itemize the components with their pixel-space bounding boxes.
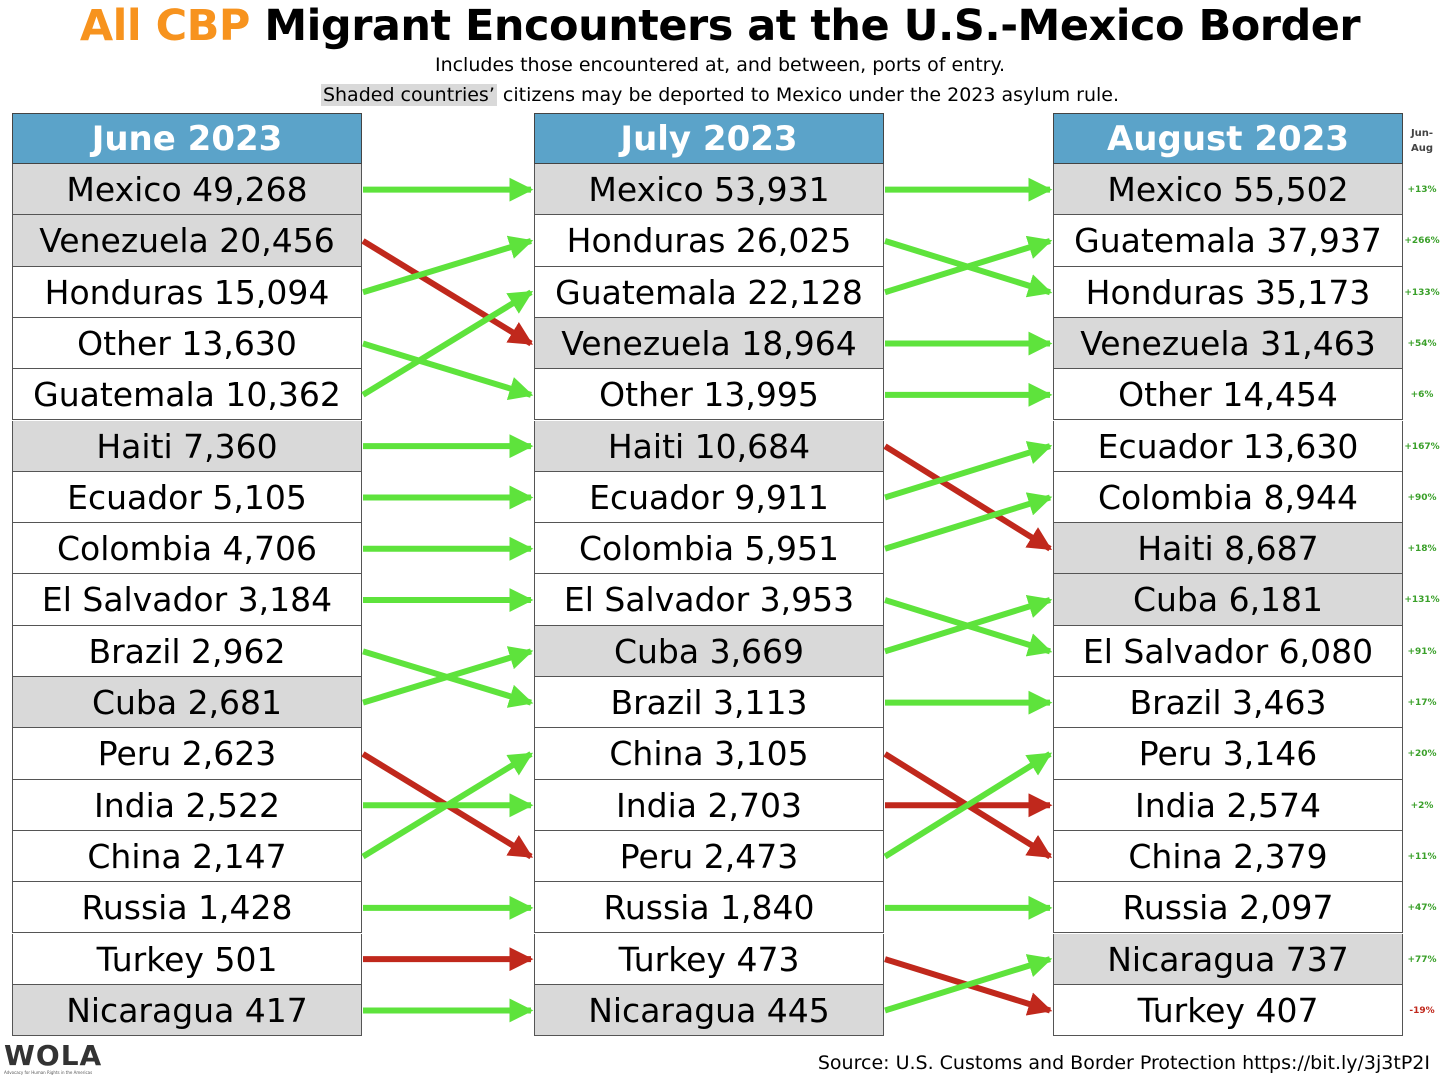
change-header-line2: Aug [1410,143,1434,154]
country-cell: Peru 2,473 [534,830,884,883]
country-cell: India 2,703 [534,779,884,831]
country-cell: Other 13,630 [12,317,362,370]
country-cell: Honduras 15,094 [12,266,362,318]
country-cell: Colombia 5,951 [534,523,884,575]
change-label: +77% [1407,954,1437,965]
change-label: +6% [1410,390,1434,401]
increase-arrow-ecuador [884,441,1053,501]
country-cell: Venezuela 20,456 [12,215,362,267]
country-cell: Venezuela 18,964 [534,317,884,370]
country-cell: Nicaragua 417 [12,984,362,1037]
chart-subtitle: Includes those encountered at, and betwe… [434,54,1006,76]
change-label: +20% [1407,749,1437,760]
country-cell: Ecuador 13,630 [1053,420,1403,472]
decrease-arrow-venezuela [361,238,534,347]
shading-note-highlight: Shaded countries’ [320,84,497,106]
country-cell: China 2,379 [1053,830,1403,883]
shading-note-rest: citizens may be deported to Mexico under… [496,84,1120,106]
country-cell: Haiti 7,360 [12,420,362,472]
column-header: July 2023 [534,113,884,164]
change-header-line1: Jun- [1410,128,1434,139]
country-cell: India 2,522 [12,779,362,831]
country-cell: Guatemala 10,362 [12,369,362,421]
country-cell: Other 14,454 [1053,369,1403,421]
increase-arrow-cuba [884,595,1053,655]
country-cell: Brazil 3,463 [1053,677,1403,729]
country-cell: Other 13,995 [534,369,884,421]
country-cell: El Salvador 6,080 [1053,625,1403,677]
change-label: +47% [1407,903,1437,914]
change-label: +266% [1404,236,1440,247]
country-cell: Mexico 53,931 [534,164,884,216]
country-cell: Turkey 501 [12,933,362,985]
country-cell: Guatemala 22,128 [534,266,884,318]
change-label: +133% [1404,287,1440,298]
country-cell: Brazil 2,962 [12,625,362,677]
country-cell: Colombia 8,944 [1053,471,1403,524]
change-label: -19% [1409,1005,1435,1016]
country-cell: Nicaragua 445 [534,984,884,1037]
country-cell: Haiti 8,687 [1053,523,1403,575]
increase-arrow-cuba [362,646,534,706]
change-column-header: Jun- Aug [1404,126,1440,156]
increase-arrow-guatemala [884,235,1053,296]
country-cell: Peru 3,146 [1053,728,1403,780]
country-cell: Russia 1,840 [534,882,884,934]
country-cell: El Salvador 3,953 [534,574,884,626]
country-cell: Mexico 49,268 [12,164,362,216]
increase-arrow-guatemala [361,289,534,398]
change-label: +54% [1407,338,1437,349]
change-label: +13% [1407,185,1437,195]
increase-arrow-colombia [884,492,1053,552]
increase-arrow-other [362,340,534,401]
increase-arrow-nicaragua [884,954,1053,1014]
country-cell: China 3,105 [534,728,884,780]
country-cell: Venezuela 31,463 [1053,317,1403,370]
country-cell: Brazil 3,113 [534,677,884,729]
wola-logo-tagline: Advocacy for Human Rights in the America… [4,1070,93,1075]
country-cell: Cuba 2,681 [12,677,362,729]
country-cell: Ecuador 5,105 [12,471,362,524]
country-cell: Colombia 4,706 [12,523,362,575]
country-cell: Russia 2,097 [1053,882,1403,934]
country-cell: Turkey 473 [534,933,884,985]
country-cell: Russia 1,428 [12,882,362,934]
country-cell: Cuba 6,181 [1053,574,1403,626]
increase-arrow-peru [883,751,1053,860]
country-cell: India 2,574 [1053,779,1403,831]
country-cell: Cuba 3,669 [534,625,884,677]
change-label: +11% [1407,851,1437,862]
country-cell: China 2,147 [12,830,362,883]
country-cell: Turkey 407 [1053,984,1403,1037]
country-cell: Mexico 55,502 [1053,164,1403,216]
decrease-arrow-haiti [883,443,1053,552]
change-label: +18% [1407,544,1437,555]
change-label: +91% [1407,646,1437,657]
country-cell: El Salvador 3,184 [12,574,362,626]
country-cell: Honduras 26,025 [534,215,884,267]
increase-arrow-china [361,751,534,860]
title-accent: All CBP [79,1,251,51]
title-rest: Migrant Encounters at the U.S.-Mexico Bo… [249,1,1361,51]
country-cell: Peru 2,623 [12,728,362,780]
country-cell: Haiti 10,684 [534,420,884,472]
country-cell: Guatemala 37,937 [1053,215,1403,267]
change-label: +90% [1407,492,1437,503]
change-label: +2% [1410,800,1434,811]
country-cell: Honduras 35,173 [1053,266,1403,318]
change-label: +167% [1404,441,1440,452]
increase-arrow-honduras [362,235,534,296]
country-cell: Nicaragua 737 [1053,933,1403,985]
shading-note: Shaded countries’ citizens may be deport… [0,82,1440,108]
country-cell: Ecuador 9,911 [534,471,884,524]
chart-title: All CBP Migrant Encounters at the U.S.-M… [0,0,1440,52]
column-header: June 2023 [12,113,362,164]
column-header: August 2023 [1053,113,1403,164]
change-label: +17% [1407,698,1437,708]
source-note: Source: U.S. Customs and Border Protecti… [817,1052,1430,1074]
change-label: +131% [1404,595,1440,606]
wola-logo: WOLA [4,1039,103,1072]
